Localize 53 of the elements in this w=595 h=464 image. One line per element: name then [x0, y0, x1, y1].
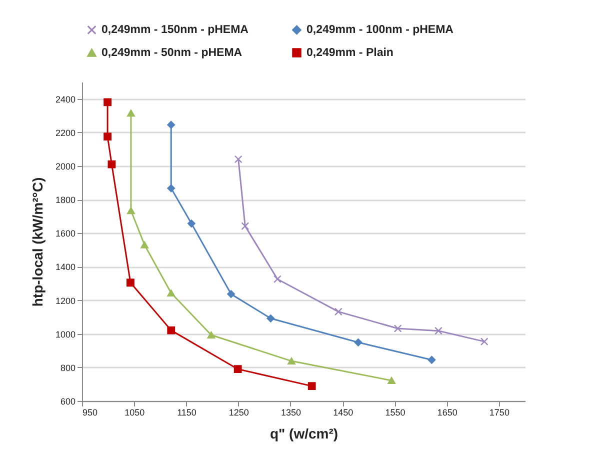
legend-label: 0,249mm - Plain: [306, 46, 394, 59]
y-tick-label: 1800: [55, 195, 76, 206]
point: [354, 338, 362, 346]
point: [167, 120, 176, 129]
x-tick-label: 1350: [280, 408, 301, 418]
point: [167, 290, 176, 297]
y-tick-label: 2000: [55, 161, 76, 172]
x-tick-label: 1250: [228, 408, 249, 418]
y-tick-label: 1600: [55, 228, 76, 239]
point: [167, 184, 176, 192]
point: [140, 241, 148, 248]
point: [480, 338, 488, 346]
x-tick-label: 1750: [489, 408, 510, 418]
y-tick-label: 800: [60, 362, 76, 373]
point: [434, 326, 442, 335]
point: [288, 358, 296, 365]
point: [187, 220, 196, 228]
y-tick-label: 1000: [55, 329, 76, 340]
y-tick-label: 1400: [55, 262, 76, 272]
x-tick-label: 1650: [437, 408, 458, 418]
y-tick-label: 2400: [55, 94, 76, 104]
y-tick-label: 1200: [55, 296, 76, 306]
point: [428, 356, 436, 364]
x-axis-title: q" (w/cm²): [270, 426, 338, 442]
point: [234, 365, 242, 374]
point: [108, 160, 116, 168]
point: [227, 290, 236, 298]
legend-label: 0,249mm - 150nm - pHEMA: [102, 24, 248, 36]
point: [388, 377, 396, 384]
point: [126, 278, 134, 287]
y-tick-label: 2200: [55, 128, 76, 138]
point: [127, 207, 135, 214]
legend-label: 0,249mm - 100nm - pHEMA: [306, 24, 454, 36]
point: [207, 332, 216, 339]
point: [241, 222, 250, 230]
y-axis-title: htp-local (kW/m²°C): [29, 177, 46, 307]
point: [127, 110, 135, 117]
point: [266, 314, 275, 322]
x-tick-label: 950: [82, 408, 98, 418]
legend-label: 0,249mm - 50nm - pHEMA: [102, 46, 242, 59]
x-tick-label: 1150: [177, 408, 196, 418]
point: [104, 132, 112, 141]
point: [334, 308, 342, 316]
x-tick-label: 1050: [124, 408, 145, 418]
point: [104, 98, 112, 106]
x-tick-label: 1550: [385, 408, 406, 418]
point: [394, 324, 402, 332]
point: [234, 155, 242, 164]
x-tick-label: 1450: [333, 408, 354, 418]
y-tick-label: 600: [60, 396, 76, 406]
point: [167, 326, 176, 334]
point: [273, 275, 282, 284]
point: [308, 382, 316, 390]
